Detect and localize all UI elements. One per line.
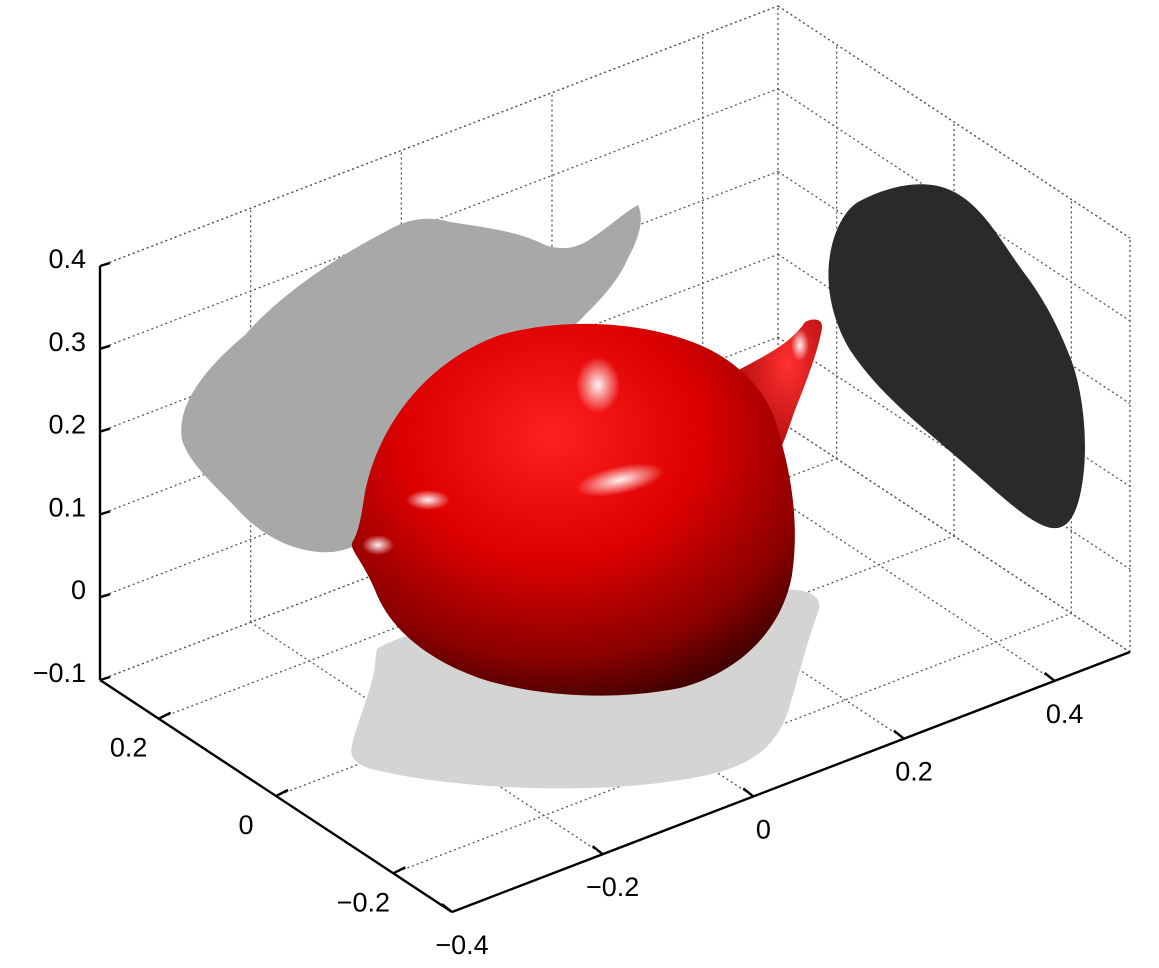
x-tick-label: 0.2 (895, 757, 933, 787)
highlight-left (406, 490, 450, 510)
y-tick-label: −0.2 (337, 887, 390, 917)
z-tick-mark (99, 261, 111, 268)
z-tick-label: −0.1 (33, 658, 86, 688)
z-tick-label: 0.4 (48, 244, 86, 274)
z-tick-label: 0.2 (48, 410, 86, 440)
red-surface (351, 319, 823, 696)
z-grid-back (99, 5, 779, 267)
tick-labels: −0.4 −0.2 0 0.2 0.4 −0.2 0 0.2 −0.1 0 0.1 0.2 0.3 0.4 (33, 244, 1084, 960)
x-tick-mark (742, 787, 755, 798)
x-tick-mark (1043, 671, 1056, 682)
z-tick-mark (99, 675, 111, 682)
z-grid-side (777, 5, 1131, 239)
highlight-mid (575, 463, 665, 497)
y-tick-label: 0 (238, 810, 253, 840)
x-tick-label: 0.4 (1046, 699, 1084, 729)
z-tick-mark (99, 344, 111, 350)
highlight-top (576, 357, 620, 413)
highlight-spout (791, 329, 809, 361)
x-tick-label: −0.2 (586, 872, 639, 902)
x-axis-line (451, 650, 1131, 914)
highlight-lip (362, 535, 394, 555)
z-tick-label: 0 (71, 575, 86, 605)
x-tick-mark (441, 903, 453, 913)
yz-projection-shadow (828, 184, 1085, 529)
y-tick-label: 0.2 (110, 733, 148, 763)
xz-projection-shadow (181, 205, 641, 553)
axes (98, 261, 1131, 914)
blob-surface (351, 323, 795, 696)
z-tick-label: 0.3 (48, 327, 86, 357)
z-tick-label: 0.1 (48, 492, 86, 522)
z-grid-side (777, 419, 1131, 653)
y-tick-mark (275, 788, 289, 798)
z-tick-mark (99, 427, 111, 433)
y-tick-mark (392, 866, 406, 875)
z-grid-back (99, 88, 779, 350)
x-tick-mark (591, 845, 604, 856)
z-tick-mark (99, 510, 111, 516)
z-tick-mark (99, 593, 111, 599)
x-tick-label: −0.4 (435, 930, 488, 960)
y-tick-mark (158, 711, 172, 720)
y-grid-floor (393, 612, 1072, 874)
x-tick-label: 0 (756, 814, 771, 844)
x-tick-mark (893, 729, 905, 740)
